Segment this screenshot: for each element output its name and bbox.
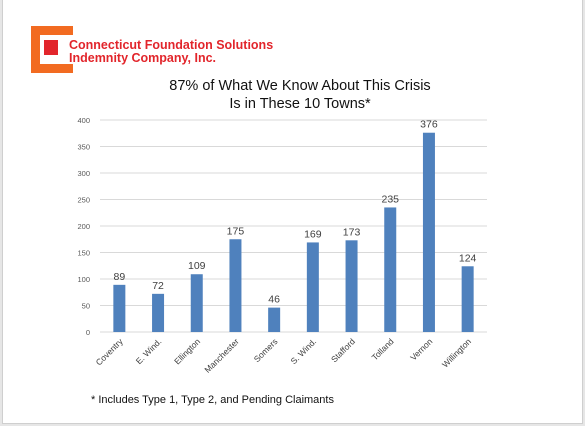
bar (306, 242, 319, 332)
data-label: 376 (420, 119, 438, 131)
data-label: 169 (304, 228, 322, 240)
footnote: * Includes Type 1, Type 2, and Pending C… (91, 394, 334, 406)
y-tick-label: 300 (77, 169, 90, 178)
y-tick-label: 400 (77, 116, 90, 125)
data-label: 46 (268, 294, 280, 306)
company-name-line2: Indemnity Company, Inc. (69, 51, 217, 65)
y-tick-label: 350 (77, 143, 90, 152)
data-label: 124 (459, 252, 477, 264)
y-tick-label: 250 (77, 196, 90, 205)
cfsi-logo-icon (31, 26, 73, 73)
y-tick-label: 150 (77, 249, 90, 258)
data-label: 72 (152, 280, 164, 292)
bar (461, 266, 474, 332)
x-tick-label: Ellington (172, 336, 202, 366)
x-tick-label: Stafford (329, 336, 357, 364)
chart-title-line2: Is in These 10 Towns* (229, 96, 371, 112)
company-name: Connecticut Foundation Solutions Indemni… (69, 39, 273, 65)
bar (384, 207, 397, 332)
y-tick-label: 200 (77, 222, 90, 231)
bar (113, 284, 126, 332)
y-tick-label: 50 (82, 302, 90, 311)
bar (422, 132, 435, 332)
x-tick-label: S. Wind. (288, 336, 318, 366)
x-tick-label: Willington (440, 336, 473, 369)
data-label: 89 (114, 271, 126, 283)
bar (268, 307, 281, 332)
company-name-line1: Connecticut Foundation Solutions (69, 38, 274, 52)
chart-title: 87% of What We Know About This Crisis Is… (63, 77, 537, 113)
data-label: 235 (381, 193, 399, 205)
bar (190, 274, 203, 332)
y-tick-label: 0 (86, 328, 90, 337)
data-label: 175 (227, 225, 245, 237)
bar (345, 240, 358, 332)
data-label: 173 (343, 226, 361, 238)
chart-title-line1: 87% of What We Know About This Crisis (169, 78, 431, 94)
data-label: 109 (188, 260, 206, 272)
bar (152, 293, 165, 332)
x-tick-label: Manchester (202, 336, 241, 375)
x-tick-label: Coventry (94, 336, 126, 368)
y-tick-label: 100 (77, 275, 90, 284)
x-tick-label: E. Wind. (134, 336, 164, 366)
bar (229, 239, 242, 332)
x-tick-label: Vernon (408, 336, 434, 362)
x-tick-label: Somers (252, 336, 280, 364)
x-tick-label: Tolland (370, 336, 396, 362)
